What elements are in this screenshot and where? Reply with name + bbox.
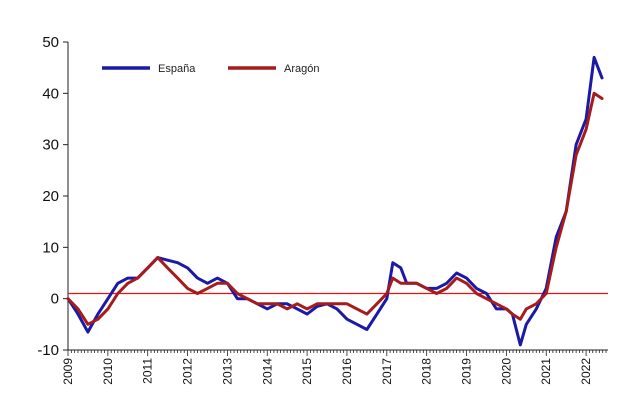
series-group bbox=[66, 55, 604, 347]
x-tick-label: 2018 bbox=[420, 358, 434, 385]
series-line-aragon bbox=[66, 91, 604, 326]
x-tick-label: 2022 bbox=[579, 358, 593, 385]
x-tick-label: 2020 bbox=[499, 358, 513, 385]
legend: España Aragón bbox=[102, 63, 319, 75]
x-tick-label: 2009 bbox=[61, 358, 75, 385]
x-tick-label: 2014 bbox=[260, 358, 274, 385]
x-axis: 2009 2010 2011 2012 2013 2014 2015 2016 2017 2018… bbox=[61, 349, 608, 385]
x-tick-label: 2021 bbox=[539, 358, 553, 385]
y-axis: -10 0 10 20 30 40 50 bbox=[37, 34, 69, 359]
x-tick-label: 2016 bbox=[340, 358, 354, 385]
legend-label-espana: España bbox=[158, 63, 196, 75]
y-tick-label: 30 bbox=[42, 137, 59, 154]
x-tick-label: 2017 bbox=[380, 358, 394, 385]
x-tick-label: 2012 bbox=[181, 358, 195, 385]
x-tick-label: 2011 bbox=[141, 358, 155, 384]
series-line-espana bbox=[66, 55, 604, 347]
x-tick-label: 2013 bbox=[220, 358, 234, 385]
legend-label-aragon: Aragón bbox=[284, 63, 319, 75]
x-tick-label: 2010 bbox=[101, 358, 115, 385]
y-tick-label: 50 bbox=[42, 34, 59, 51]
y-tick-label: 40 bbox=[42, 85, 59, 102]
y-tick-label: 10 bbox=[42, 239, 59, 256]
y-tick-label: 0 bbox=[51, 291, 59, 308]
x-tick-label: 2015 bbox=[300, 358, 314, 385]
x-tick-label: 2019 bbox=[460, 358, 474, 385]
y-tick-label: -10 bbox=[37, 342, 59, 359]
y-tick-label: 20 bbox=[42, 188, 59, 205]
